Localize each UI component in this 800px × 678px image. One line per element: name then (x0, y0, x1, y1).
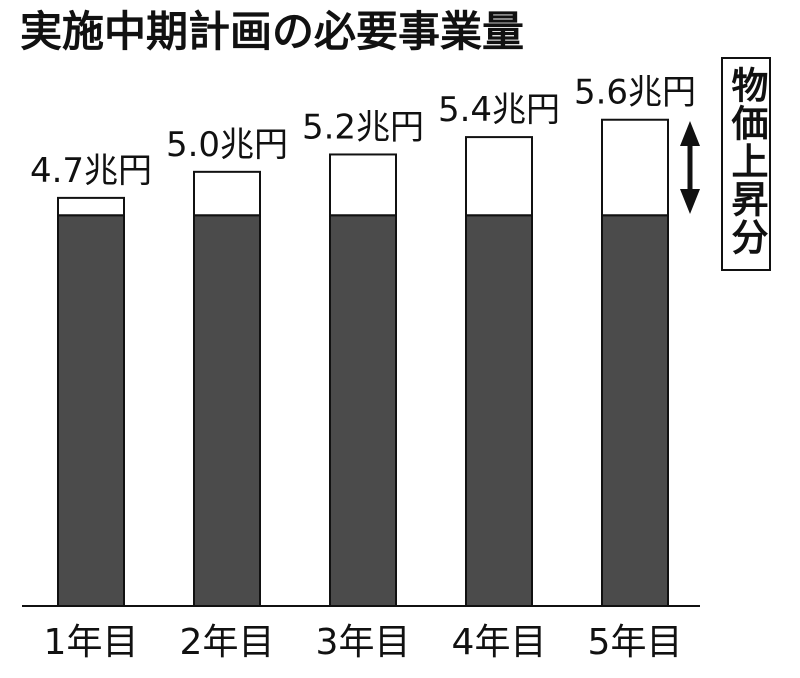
bar-increase-1 (57, 196, 125, 217)
category-label-2: 2年目 (180, 622, 275, 663)
data-label-4: 5.4兆円 (438, 90, 560, 130)
data-label-2: 5.0兆円 (166, 125, 288, 165)
bar-increase-3 (329, 153, 397, 217)
legend-label: 物価上昇分 (725, 66, 768, 256)
data-label-1: 4.7兆円 (30, 151, 152, 191)
legend-box: 物価上昇分 (721, 57, 771, 271)
category-label-1: 1年目 (44, 622, 139, 663)
data-label-3: 5.2兆円 (302, 107, 424, 147)
double-arrow-icon (680, 121, 700, 214)
bar-increase-4 (465, 136, 533, 217)
category-label-3: 3年目 (316, 622, 411, 663)
bar-base-3 (329, 214, 397, 607)
bar-base-1 (57, 214, 125, 607)
bar-base-5 (601, 214, 669, 607)
bar-base-4 (465, 214, 533, 607)
chart-marks: 4.7兆円 1年目 5.0兆円 2年目 5.2兆円 3年目 5.4兆円 4年目 5.6兆円 5年目 (30, 73, 696, 663)
chart-title: 実施中期計画の必要事業量 (20, 7, 525, 56)
bar-base-2 (193, 214, 261, 607)
category-label-5: 5年目 (588, 622, 683, 663)
bar-increase-2 (193, 170, 261, 217)
bar-increase-5 (601, 118, 669, 217)
data-label-5: 5.6兆円 (574, 73, 696, 113)
category-label-4: 4年目 (452, 622, 547, 663)
